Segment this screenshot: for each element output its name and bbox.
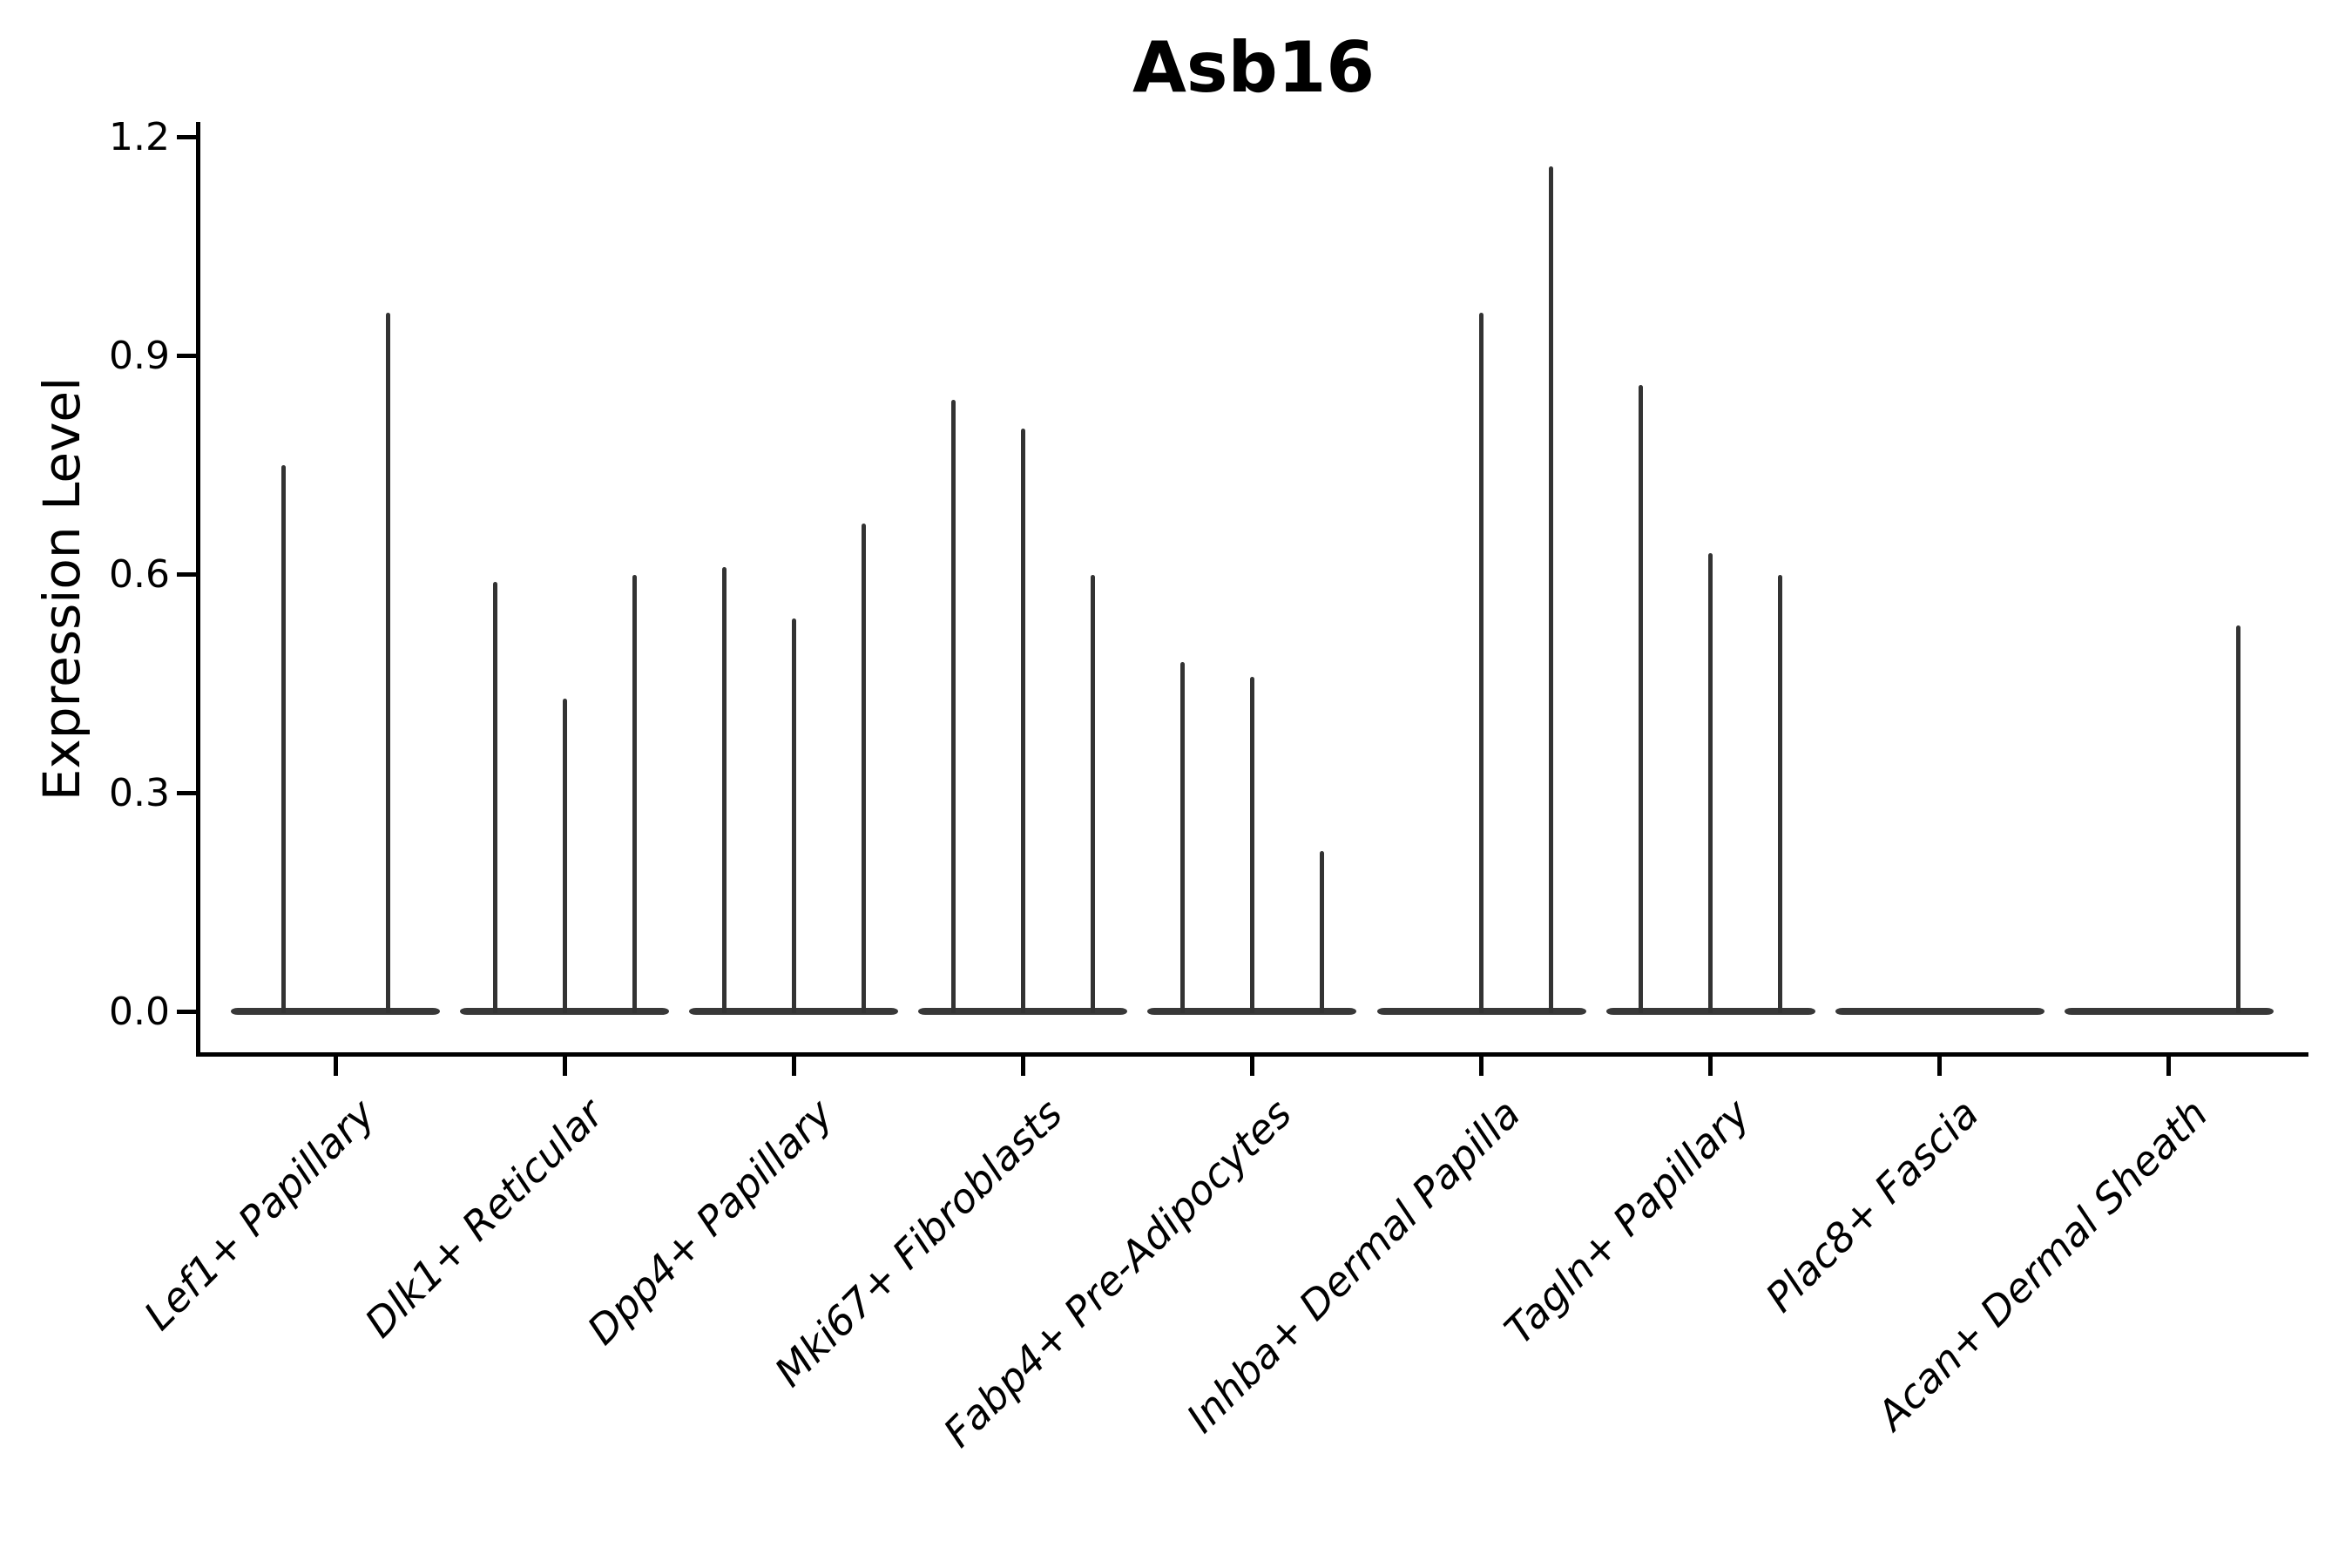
y-axis-tick <box>177 135 198 140</box>
x-axis-tick <box>333 1057 338 1076</box>
x-axis-category-label: Lef1+ Papillary <box>134 1090 384 1340</box>
violin-spike <box>791 618 796 1013</box>
violin-spike <box>1020 429 1025 1013</box>
violin-spike <box>1249 676 1254 1013</box>
x-axis-tick <box>2166 1057 2172 1076</box>
x-axis-tick <box>1020 1057 1025 1076</box>
y-axis-tick-label: 0.3 <box>109 770 170 815</box>
violin-spike <box>562 698 567 1013</box>
violin-spike <box>1639 385 1644 1013</box>
violin-base <box>231 1008 440 1015</box>
x-axis-tick <box>562 1057 567 1076</box>
y-axis-tick <box>177 572 198 578</box>
violin-spike <box>721 567 727 1013</box>
x-axis-category-label: Dpp4+ Papillary <box>578 1090 842 1354</box>
violin-spike <box>1479 312 1484 1013</box>
y-axis-tick <box>177 354 198 359</box>
x-axis-tick <box>1479 1057 1484 1076</box>
x-axis-category-label: Plac8+ Fascia <box>1756 1090 1989 1321</box>
x-axis-tick <box>1708 1057 1713 1076</box>
violin-spike <box>280 465 286 1013</box>
violin-spike <box>1778 574 1783 1013</box>
y-axis-tick <box>177 791 198 796</box>
violin-spike <box>1549 166 1553 1013</box>
y-axis-line <box>196 122 200 1057</box>
violin-base <box>2064 1008 2274 1015</box>
violin-spike <box>1090 574 1095 1013</box>
y-axis-tick-label: 1.2 <box>109 114 170 159</box>
violin-spike <box>1708 552 1713 1013</box>
x-axis-tick <box>791 1057 796 1076</box>
violin-spike <box>2236 625 2241 1013</box>
violin-spike <box>632 574 637 1013</box>
chart-title: Asb16 <box>1132 27 1375 108</box>
violin-spike <box>861 524 866 1013</box>
x-axis-tick <box>1937 1057 1943 1076</box>
violin-spike <box>1319 851 1324 1013</box>
violin-spike <box>950 399 956 1013</box>
x-axis-category-label: Dlk1+ Reticular <box>355 1090 613 1347</box>
violin-spike <box>492 582 497 1013</box>
y-axis-tick-label: 0.9 <box>109 333 170 378</box>
x-axis-tick <box>1249 1057 1254 1076</box>
y-axis-tick <box>177 1010 198 1014</box>
x-axis-line <box>196 1052 2308 1057</box>
y-axis-tick-label: 0.0 <box>109 989 170 1034</box>
violin-spike <box>1179 662 1185 1013</box>
violin-spike <box>385 312 390 1013</box>
x-axis-category-label: Tagln+ Papillary <box>1495 1090 1759 1354</box>
violin-base <box>1835 1008 2044 1015</box>
y-axis-tick-label: 0.6 <box>109 551 170 597</box>
